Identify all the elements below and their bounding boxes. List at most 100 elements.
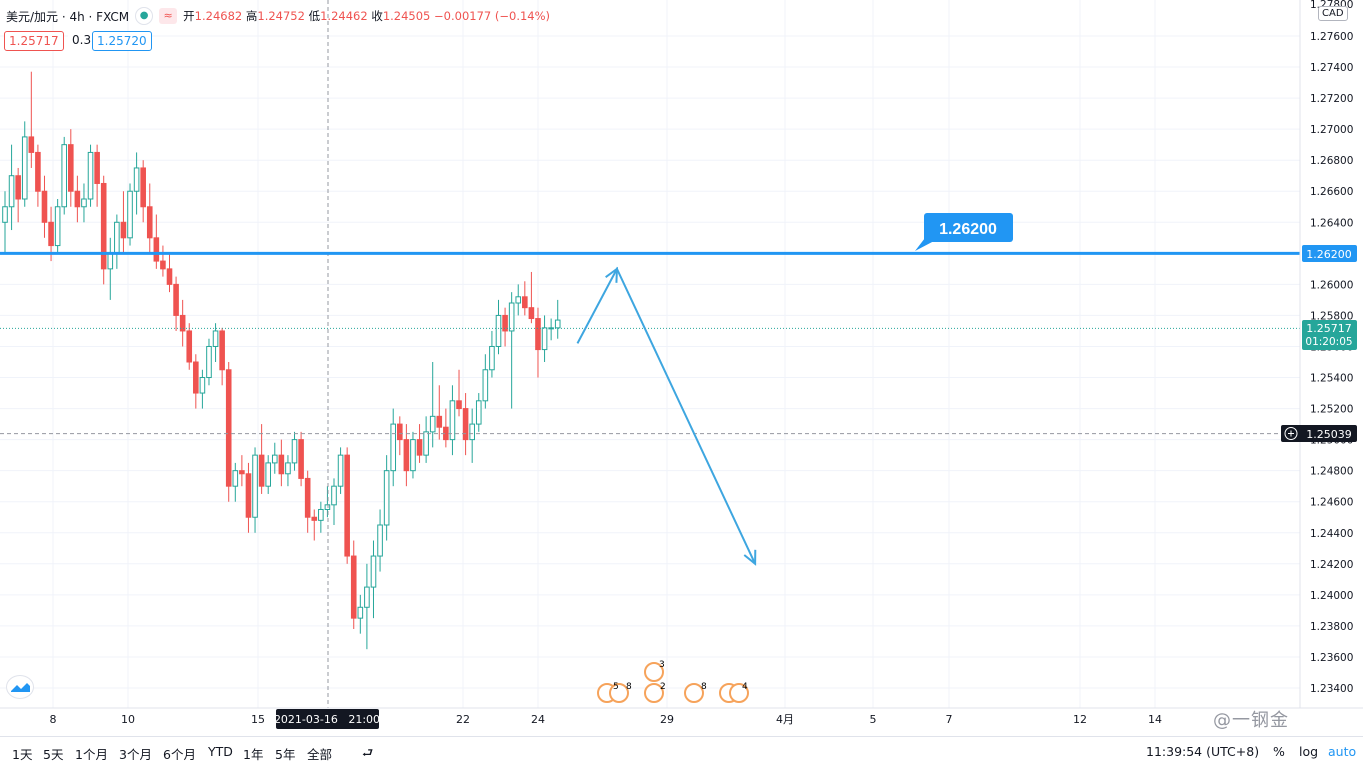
currency-label[interactable]: CAD (1318, 6, 1348, 21)
candle-body (554, 319, 561, 329)
log-toggle[interactable]: log (1299, 744, 1319, 759)
price-tick-label: 1.25800 (1310, 310, 1353, 322)
price-tick-label: 1.27800 (1310, 0, 1353, 11)
price-tick-label: 1.24400 (1310, 528, 1353, 540)
range-6m[interactable]: 6个月 (163, 747, 196, 762)
candle-body (410, 439, 416, 472)
sell-price-button[interactable]: 1.25717 (4, 31, 64, 51)
candle-body (186, 330, 193, 363)
economic-events[interactable]: 5 8 3 2 8 4 (597, 660, 749, 703)
price-tick-label: 1.26000 (1310, 279, 1353, 291)
candle-body (482, 369, 489, 402)
candle-body (199, 377, 206, 394)
spread-value: 0.3 (68, 31, 96, 49)
time-tick-label: 15 (251, 713, 265, 726)
candle-body (87, 151, 94, 200)
time-tick-label: 4月 (776, 713, 794, 726)
goto-date-icon[interactable]: ⮐ (362, 745, 374, 760)
candle-body (475, 400, 482, 425)
price-axis[interactable]: 1.27600 1.27400 1.27200 1.27000 1.26800 1.266… (1310, 0, 1353, 695)
candle-body (35, 151, 41, 192)
time-tick-label: 22 (456, 713, 470, 726)
projection-arrow[interactable] (576, 266, 757, 566)
auto-scale-toggle[interactable]: auto (1328, 744, 1357, 759)
candle-body (252, 454, 258, 518)
candle-body (153, 237, 160, 262)
candle-body (495, 314, 502, 347)
svg-text:5: 5 (613, 682, 619, 692)
candle-body (107, 252, 114, 270)
price-tick-label: 1.27400 (1310, 62, 1353, 74)
level-callout[interactable]: 1.26200 (915, 213, 1013, 251)
chart-grid (0, 0, 1300, 708)
event-flag-ca: 2 (644, 682, 666, 703)
candle-body (489, 345, 495, 371)
time-axis[interactable]: 8 10 15 22 24 29 4月 5 7 12 14 (50, 713, 1163, 726)
candle-body (291, 439, 298, 464)
time-tick-label: 5 (870, 713, 877, 726)
svg-text:1.25039: 1.25039 (1306, 428, 1352, 441)
candle-body (456, 400, 462, 410)
candle-body (212, 330, 219, 347)
range-ytd[interactable]: YTD (208, 744, 233, 759)
level-price-tag: 1.26200 (1302, 245, 1357, 262)
arrow-head (743, 549, 757, 566)
price-tick-label: 1.27000 (1310, 124, 1353, 136)
range-5d[interactable]: 5天 (43, 747, 64, 762)
tradingview-logo-icon[interactable] (6, 675, 34, 699)
candlestick-series (2, 71, 561, 650)
bar-countdown: 01:20:05 (1305, 336, 1352, 348)
svg-text:1.26200: 1.26200 (1306, 248, 1352, 261)
candle-body (324, 504, 331, 510)
symbol-title[interactable]: 美元/加元 · 4h · FXCM (6, 9, 130, 24)
candle-body (146, 206, 153, 239)
time-tick-label: 8 (50, 713, 57, 726)
candle-body (377, 524, 383, 557)
wave-icon: ≈ (159, 8, 178, 24)
candle-body (522, 296, 528, 309)
candle-body (127, 190, 133, 239)
buy-price-button[interactable]: 1.25720 (92, 31, 152, 51)
crosshair-price-tag[interactable]: 1.25039 (1281, 425, 1357, 442)
candle-body (370, 555, 377, 588)
price-tick-label: 1.27200 (1310, 93, 1353, 105)
time-tick-label: 24 (531, 713, 545, 726)
candle-body (535, 318, 541, 351)
level-callout-label: 1.26200 (939, 221, 997, 238)
range-3m[interactable]: 3个月 (119, 747, 152, 762)
price-tick-label: 1.26600 (1310, 186, 1353, 198)
candle-body (120, 221, 127, 239)
range-5y[interactable]: 5年 (275, 747, 296, 762)
price-tick-label: 1.24800 (1310, 466, 1353, 478)
svg-text:1.25717: 1.25717 (1306, 322, 1352, 335)
candle-body (160, 260, 166, 270)
candle-body (94, 151, 100, 184)
candle-body (193, 361, 199, 394)
candle-body (15, 175, 21, 200)
price-tick-label: 1.23600 (1310, 652, 1353, 664)
candle-body (81, 198, 87, 208)
candle-body (423, 431, 429, 456)
svg-text:2021-03-16 21:00: 2021-03-16 21:00 (274, 713, 380, 726)
bottom-toolbar: 1天 5天 1个月 3个月 6个月 YTD 1年 5年 全部 ⮐ 11:39:5… (0, 736, 1363, 769)
svg-text:4: 4 (742, 682, 748, 692)
candle-body (2, 206, 8, 223)
svg-text:8: 8 (626, 682, 632, 692)
candle-body (436, 415, 443, 428)
price-tick-label: 1.24600 (1310, 497, 1353, 509)
candle-body (337, 454, 344, 487)
watermark: @一钢金 (1213, 710, 1289, 731)
percent-toggle[interactable]: % (1273, 744, 1285, 759)
candle-body (502, 314, 508, 332)
price-tick-label: 1.25400 (1310, 373, 1353, 385)
range-1d[interactable]: 1天 (12, 747, 33, 762)
candle-body (258, 454, 265, 487)
range-1y[interactable]: 1年 (243, 747, 264, 762)
range-all[interactable]: 全部 (307, 747, 333, 762)
price-tick-label: 1.26400 (1310, 217, 1353, 229)
candle-body (311, 516, 318, 521)
range-1m[interactable]: 1个月 (75, 747, 108, 762)
candle-body (28, 136, 35, 153)
clock-timezone[interactable]: 11:39:54 (UTC+8) (1146, 744, 1260, 759)
